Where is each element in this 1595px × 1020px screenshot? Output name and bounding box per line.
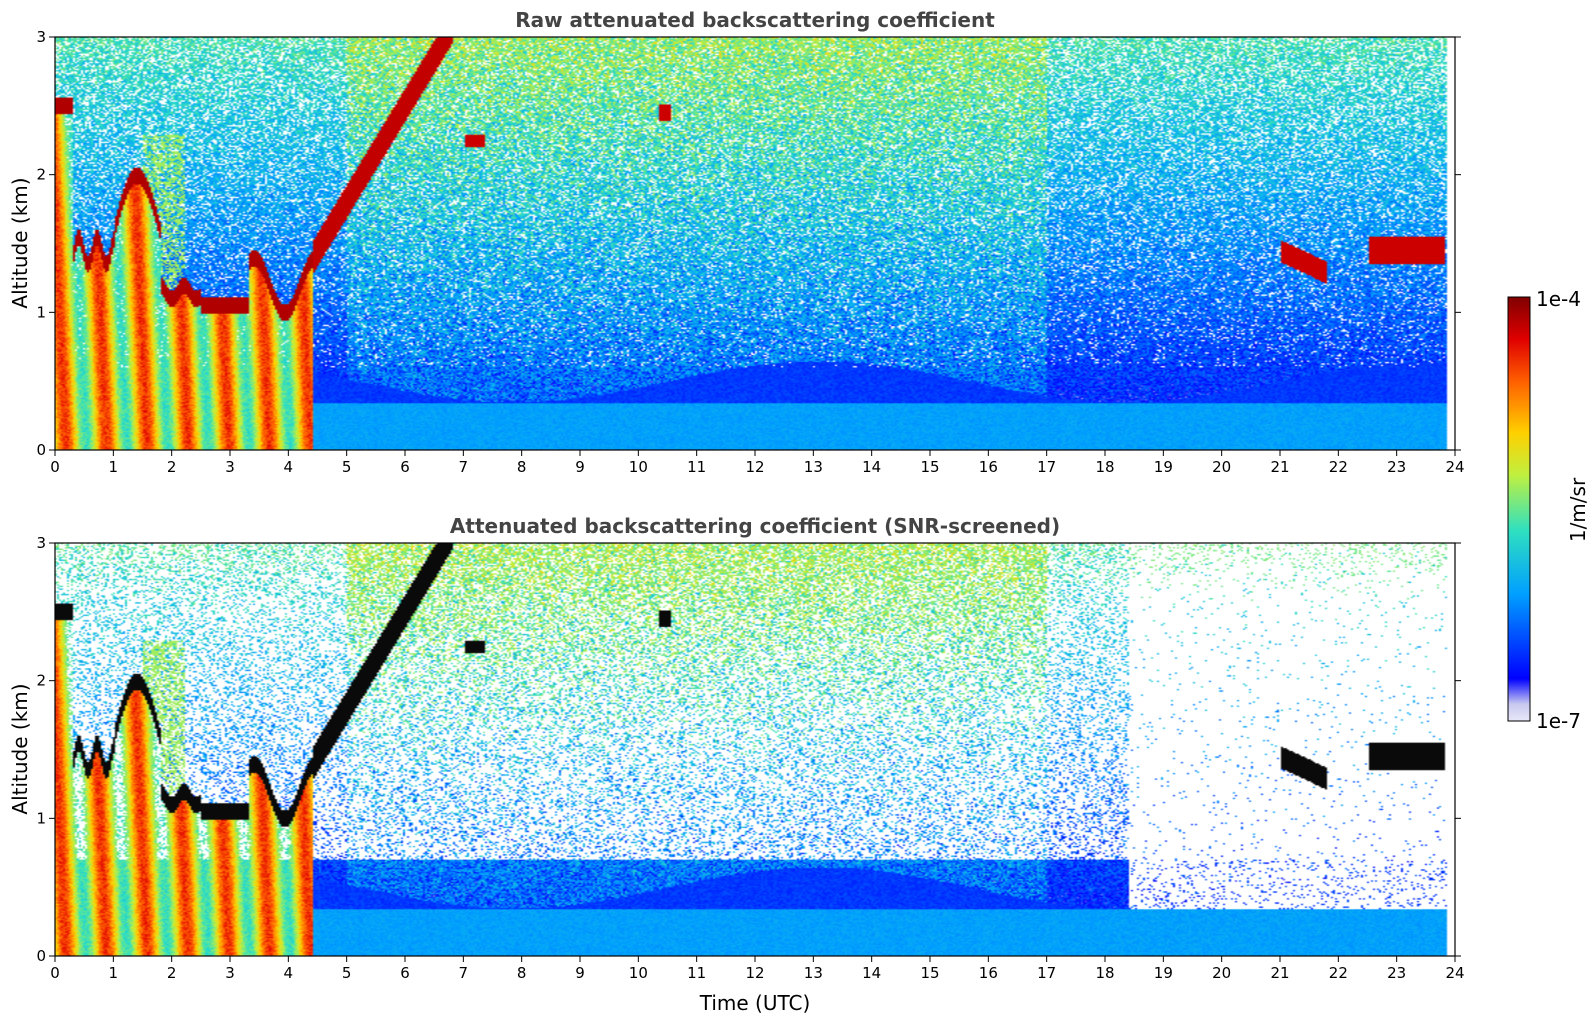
y-tick-label: 2	[36, 672, 46, 690]
x-tick-label: 21	[1270, 458, 1289, 476]
x-tick-label: 6	[400, 964, 410, 982]
colorbar-unit-label: 1/m/sr	[1566, 477, 1590, 542]
colorbar: 1e-4 1e-7 1/m/sr	[1507, 287, 1590, 733]
y-axis-ticks: 0 1 2 3	[36, 28, 1461, 459]
colorbar-max-label: 1e-4	[1536, 287, 1581, 311]
x-tick-label: 3	[225, 458, 235, 476]
x-tick-label: 1	[109, 458, 119, 476]
x-tick-label: 7	[459, 964, 469, 982]
x-tick-label: 9	[575, 964, 585, 982]
x-tick-label: 11	[687, 964, 706, 982]
x-tick-label: 17	[1037, 964, 1056, 982]
x-tick-label: 24	[1445, 458, 1464, 476]
y-tick-label: 3	[36, 28, 46, 46]
y-tick-label: 1	[36, 809, 46, 827]
y-tick-label: 0	[36, 441, 46, 459]
x-tick-label: 15	[920, 964, 939, 982]
x-tick-label: 4	[284, 964, 294, 982]
y-axis-label: Altitude (km)	[8, 683, 32, 814]
x-tick-label: 23	[1387, 964, 1406, 982]
x-tick-label: 12	[745, 964, 764, 982]
x-tick-label: 10	[629, 458, 648, 476]
x-tick-label: 7	[459, 458, 469, 476]
x-tick-label: 11	[687, 458, 706, 476]
x-tick-label: 10	[629, 964, 648, 982]
x-tick-label: 21	[1270, 964, 1289, 982]
x-tick-label: 13	[804, 458, 823, 476]
x-tick-label: 15	[920, 458, 939, 476]
x-axis-label: Time (UTC)	[699, 991, 811, 1015]
y-tick-label: 0	[36, 947, 46, 965]
x-tick-label: 13	[804, 964, 823, 982]
x-tick-label: 3	[225, 964, 235, 982]
x-tick-label: 19	[1154, 964, 1173, 982]
x-tick-label: 1	[109, 964, 119, 982]
x-tick-label: 12	[745, 458, 764, 476]
x-tick-label: 22	[1329, 458, 1348, 476]
chart-title: Raw attenuated backscattering coefficien…	[515, 8, 995, 32]
x-axis-ticks: 0 1 2 3 4 5 6 7 8 9 10 11 12 13 14 15 16 17 18 19 20 21 22 23 24	[50, 956, 1465, 982]
heatmap-snr-image	[55, 543, 1455, 956]
heatmap-snr	[55, 543, 1455, 956]
heatmap-raw-image	[55, 37, 1455, 450]
y-axis-ticks: 0 1 2 3	[36, 534, 1461, 965]
y-tick-label: 1	[36, 303, 46, 321]
x-tick-label: 24	[1445, 964, 1464, 982]
y-axis-label: Altitude (km)	[8, 177, 32, 308]
panel-snr-screened: Attenuated backscattering coefficient (S…	[8, 514, 1465, 1015]
panel-raw: Raw attenuated backscattering coefficien…	[8, 8, 1465, 476]
x-tick-label: 16	[979, 964, 998, 982]
x-tick-label: 17	[1037, 458, 1056, 476]
x-tick-label: 18	[1095, 458, 1114, 476]
colorbar-min-label: 1e-7	[1536, 709, 1581, 733]
x-tick-label: 14	[862, 964, 881, 982]
x-tick-label: 22	[1329, 964, 1348, 982]
x-tick-label: 4	[284, 458, 294, 476]
x-tick-label: 8	[517, 458, 527, 476]
x-axis-ticks: 0 1 2 3 4 5 6 7 8 9 10 11 12 13 14 15 16 17 18 19 20 21 22 23 24	[50, 450, 1465, 476]
x-tick-label: 16	[979, 458, 998, 476]
x-tick-label: 5	[342, 964, 352, 982]
x-tick-label: 0	[50, 458, 60, 476]
x-tick-label: 19	[1154, 458, 1173, 476]
x-tick-label: 20	[1212, 458, 1231, 476]
x-tick-label: 23	[1387, 458, 1406, 476]
x-tick-label: 20	[1212, 964, 1231, 982]
colorbar-gradient	[1507, 296, 1531, 722]
x-tick-label: 2	[167, 458, 177, 476]
x-tick-label: 14	[862, 458, 881, 476]
x-tick-label: 8	[517, 964, 527, 982]
x-tick-label: 18	[1095, 964, 1114, 982]
y-tick-label: 3	[36, 534, 46, 552]
x-tick-label: 2	[167, 964, 177, 982]
heatmap-raw	[55, 37, 1455, 450]
chart-title: Attenuated backscattering coefficient (S…	[450, 514, 1060, 538]
y-tick-label: 2	[36, 166, 46, 184]
x-tick-label: 0	[50, 964, 60, 982]
x-tick-label: 6	[400, 458, 410, 476]
x-tick-label: 5	[342, 458, 352, 476]
x-tick-label: 9	[575, 458, 585, 476]
